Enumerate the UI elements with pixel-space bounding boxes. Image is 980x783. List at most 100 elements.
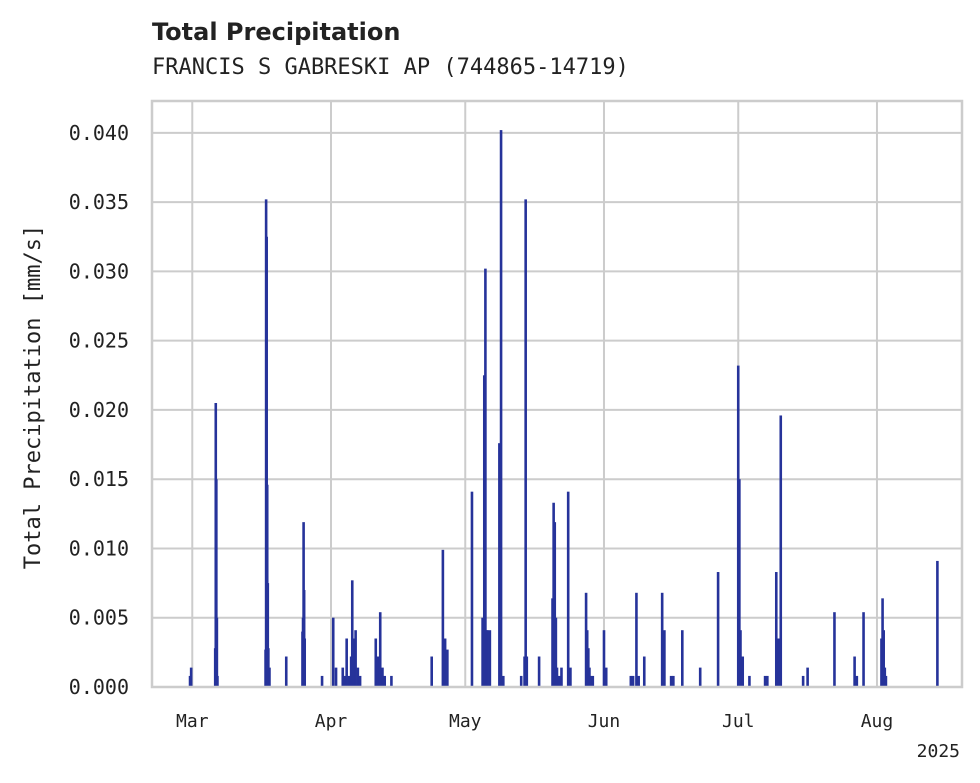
y-tick-label: 0.010 [69, 536, 129, 560]
precipitation-bar [470, 491, 474, 687]
precipitation-bars [188, 130, 939, 688]
precipitation-bar [441, 549, 445, 687]
precipitation-bar [266, 583, 270, 687]
precipitation-bar [376, 656, 380, 687]
precipitation-bar [739, 630, 742, 687]
y-axis-ticks: 0.000 0.005 0.010 0.015 0.020 0.025 0.030 0.035… [69, 121, 129, 699]
plot-frame [150, 99, 964, 689]
precipitation-bar [660, 592, 664, 687]
x-tick-label: Mar [176, 711, 209, 732]
precipitation-bar [499, 130, 503, 688]
y-tick-label: 0.030 [69, 259, 129, 283]
y-tick-label: 0.020 [69, 398, 129, 422]
precipitation-bar [430, 656, 433, 687]
precipitation-bar [631, 675, 635, 687]
precipitation-bar [777, 638, 780, 687]
precipitation-bar [681, 630, 684, 687]
precipitation-bar [779, 415, 783, 687]
precipitation-bar [741, 656, 745, 687]
x-tick-label: Jul [722, 711, 755, 732]
precipitation-bar [748, 675, 751, 687]
x-axis-year-label: 2025 [917, 741, 960, 762]
y-tick-label: 0.005 [69, 606, 129, 630]
precipitation-bar [331, 617, 335, 687]
precipitation-bar [267, 648, 270, 687]
precipitation-bar [486, 630, 489, 687]
precipitation-bar [591, 675, 595, 687]
precipitation-bar [698, 667, 702, 687]
precipitation-bar [554, 617, 558, 687]
precipitation-bar [356, 667, 360, 687]
precipitation-bar [672, 675, 675, 687]
precipitation-bar [446, 649, 449, 687]
precipitation-bar [374, 638, 378, 687]
y-tick-label: 0.000 [69, 675, 129, 699]
precipitation-bar [303, 638, 307, 687]
precipitation-bar [669, 675, 673, 687]
precipitation-bar [629, 675, 633, 687]
precipitation-bar [569, 667, 572, 687]
precipitation-bar [553, 522, 557, 687]
precipitation-bar [557, 675, 561, 687]
precipitation-bar [381, 667, 384, 687]
precipitation-bar [862, 612, 865, 687]
precipitation-bar [587, 648, 590, 687]
precipitation-bar [801, 675, 805, 687]
precipitation-bar [334, 667, 338, 687]
precipitation-bar [354, 630, 357, 687]
precipitation-bar [320, 675, 324, 687]
precipitation-bar [763, 675, 767, 687]
precipitation-bar [833, 612, 836, 687]
precipitation-bar [525, 656, 529, 687]
precipitation-bar [519, 675, 523, 687]
precipitation-bar [488, 630, 492, 687]
precipitation-bar [216, 675, 219, 687]
precipitation-bar [502, 675, 505, 687]
precipitation-bar [390, 675, 393, 687]
precipitation-bar [537, 656, 541, 687]
precipitation-bar [284, 656, 288, 687]
precipitation-bar [806, 667, 809, 687]
precipitation-bar [602, 630, 606, 687]
precipitation-bar [443, 638, 447, 687]
precipitation-bar [484, 268, 487, 687]
y-axis-label: Total Precipitation [mm/s] [21, 225, 46, 569]
precipitation-bar [378, 612, 382, 687]
precipitation-bar [738, 479, 741, 687]
precipitation-bar [566, 491, 570, 687]
x-tick-label: May [449, 711, 482, 732]
precipitation-bar [498, 443, 501, 687]
chart-subtitle: FRANCIS S GABRESKI AP (744865-14719) [152, 55, 629, 80]
precipitation-bar [268, 667, 271, 687]
y-tick-label: 0.015 [69, 467, 129, 491]
precipitation-bar [555, 667, 559, 687]
precipitation-bar [560, 667, 563, 687]
x-tick-label: Apr [315, 711, 348, 732]
precipitation-bar [853, 656, 856, 687]
precipitation-bar [383, 675, 387, 687]
precipitation-bar [766, 675, 769, 687]
precipitation-bar [343, 675, 346, 687]
y-tick-label: 0.035 [69, 190, 129, 214]
x-tick-label: Aug [861, 711, 894, 732]
precipitation-bar [716, 572, 720, 687]
x-tick-label: Jun [588, 711, 621, 732]
precipitation-bar [855, 675, 859, 687]
y-tick-label: 0.025 [69, 329, 129, 353]
precipitation-bar [341, 667, 345, 687]
precipitation-bar [663, 630, 666, 687]
x-axis-ticks: Mar Apr May Jun Jul Aug [176, 711, 893, 732]
precipitation-bar [189, 667, 193, 687]
grid-lines [152, 101, 962, 688]
precipitation-bar [642, 656, 646, 687]
precipitation-bar [215, 479, 218, 687]
precipitation-bar [215, 617, 219, 687]
precipitation-bar [352, 638, 355, 687]
precipitation-bar [882, 630, 885, 687]
precipitation-bar [604, 667, 608, 687]
precipitation-bar [589, 675, 592, 687]
precipitation-bar [637, 675, 640, 687]
precipitation-bar [358, 675, 362, 687]
chart-title: Total Precipitation [152, 18, 400, 46]
